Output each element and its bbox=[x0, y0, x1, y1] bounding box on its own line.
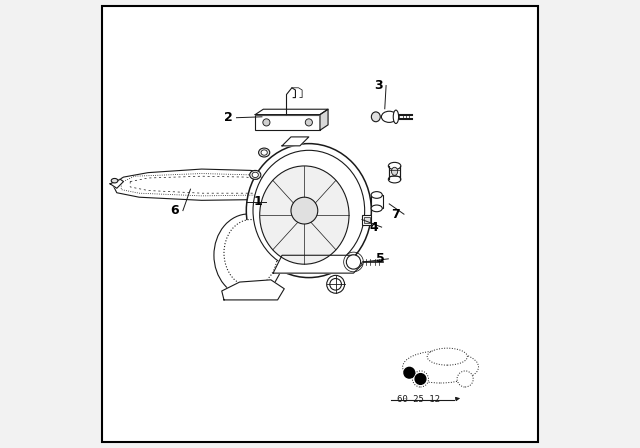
Text: 1: 1 bbox=[253, 195, 262, 208]
Polygon shape bbox=[255, 109, 328, 115]
Text: 4: 4 bbox=[369, 220, 378, 233]
Ellipse shape bbox=[371, 192, 382, 198]
Text: 3: 3 bbox=[374, 79, 382, 92]
Ellipse shape bbox=[403, 351, 479, 383]
Ellipse shape bbox=[224, 220, 278, 287]
Ellipse shape bbox=[371, 112, 380, 122]
Ellipse shape bbox=[214, 214, 283, 297]
Polygon shape bbox=[282, 137, 309, 146]
Ellipse shape bbox=[261, 150, 268, 155]
Bar bbox=[255, 115, 320, 130]
Circle shape bbox=[412, 371, 429, 387]
Ellipse shape bbox=[111, 178, 118, 183]
Circle shape bbox=[330, 279, 341, 290]
Circle shape bbox=[291, 197, 318, 224]
Bar bbox=[362, 215, 371, 225]
Ellipse shape bbox=[260, 166, 349, 264]
Ellipse shape bbox=[427, 348, 467, 365]
Ellipse shape bbox=[371, 205, 382, 212]
Ellipse shape bbox=[259, 148, 269, 157]
Ellipse shape bbox=[388, 162, 401, 169]
Polygon shape bbox=[221, 280, 284, 300]
PathPatch shape bbox=[113, 169, 282, 200]
Ellipse shape bbox=[253, 151, 365, 271]
Polygon shape bbox=[320, 109, 328, 130]
Bar bbox=[371, 195, 383, 208]
Circle shape bbox=[457, 371, 473, 387]
Circle shape bbox=[305, 119, 312, 126]
Bar bbox=[364, 217, 369, 223]
Polygon shape bbox=[273, 255, 362, 273]
Ellipse shape bbox=[252, 172, 259, 177]
Text: 7: 7 bbox=[392, 208, 400, 221]
Text: 6: 6 bbox=[170, 204, 179, 217]
Circle shape bbox=[263, 119, 270, 126]
Text: 5: 5 bbox=[376, 252, 385, 265]
Ellipse shape bbox=[250, 170, 261, 179]
Text: 60 25 12: 60 25 12 bbox=[397, 395, 440, 404]
Text: 2: 2 bbox=[224, 111, 233, 124]
Ellipse shape bbox=[246, 144, 371, 278]
Ellipse shape bbox=[392, 167, 397, 175]
Circle shape bbox=[404, 367, 415, 378]
Ellipse shape bbox=[388, 176, 401, 183]
Circle shape bbox=[326, 276, 344, 293]
Circle shape bbox=[415, 374, 426, 384]
Circle shape bbox=[346, 255, 361, 269]
Polygon shape bbox=[287, 88, 296, 115]
FancyBboxPatch shape bbox=[389, 166, 401, 179]
Ellipse shape bbox=[393, 110, 399, 124]
Polygon shape bbox=[110, 179, 124, 188]
Ellipse shape bbox=[381, 111, 397, 122]
